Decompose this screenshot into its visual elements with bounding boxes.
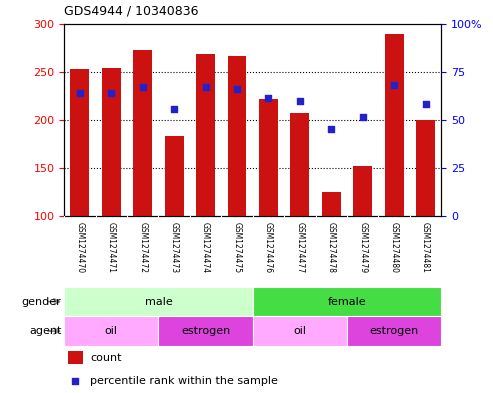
Point [422,101,429,108]
Bar [252,316,347,346]
Text: male: male [144,297,172,307]
Text: female: female [328,297,366,307]
Text: GSM1274472: GSM1274472 [138,222,147,273]
Text: GSM1274470: GSM1274470 [75,222,84,273]
Bar [227,56,246,216]
Point [359,114,367,120]
Bar [165,136,183,216]
Text: GSM1274481: GSM1274481 [421,222,430,273]
Text: agent: agent [29,326,62,336]
Text: oil: oil [105,326,118,336]
Text: estrogen: estrogen [181,326,230,336]
Bar [347,316,441,346]
Point [264,95,272,101]
Point [327,125,335,132]
Text: GSM1274477: GSM1274477 [295,222,304,273]
Bar [290,113,309,216]
Text: GSM1274476: GSM1274476 [264,222,273,273]
Point [71,378,79,384]
Text: GSM1274478: GSM1274478 [327,222,336,273]
Text: GSM1274473: GSM1274473 [170,222,178,273]
Bar [64,287,252,316]
Point [139,84,146,90]
Point [76,90,84,96]
Bar [196,54,215,216]
Text: GSM1274480: GSM1274480 [389,222,399,273]
Bar [68,351,83,364]
Text: GDS4944 / 10340836: GDS4944 / 10340836 [64,5,199,18]
Bar [252,287,441,316]
Text: count: count [91,353,122,363]
Text: GSM1274471: GSM1274471 [106,222,116,273]
Bar [133,50,152,216]
Text: gender: gender [22,297,62,307]
Text: percentile rank within the sample: percentile rank within the sample [91,376,279,386]
Point [390,82,398,88]
Text: oil: oil [293,326,306,336]
Text: GSM1274474: GSM1274474 [201,222,210,273]
Bar [416,120,435,216]
Bar [353,166,372,216]
Point [107,90,115,96]
Text: estrogen: estrogen [369,326,419,336]
Bar [70,69,89,216]
Bar [322,192,341,216]
Point [233,86,241,92]
Point [296,97,304,104]
Text: GSM1274479: GSM1274479 [358,222,367,273]
Text: GSM1274475: GSM1274475 [232,222,242,273]
Bar [158,316,252,346]
Point [170,106,178,112]
Bar [102,68,121,216]
Bar [259,99,278,216]
Bar [385,34,403,216]
Bar [64,316,158,346]
Point [202,84,210,90]
